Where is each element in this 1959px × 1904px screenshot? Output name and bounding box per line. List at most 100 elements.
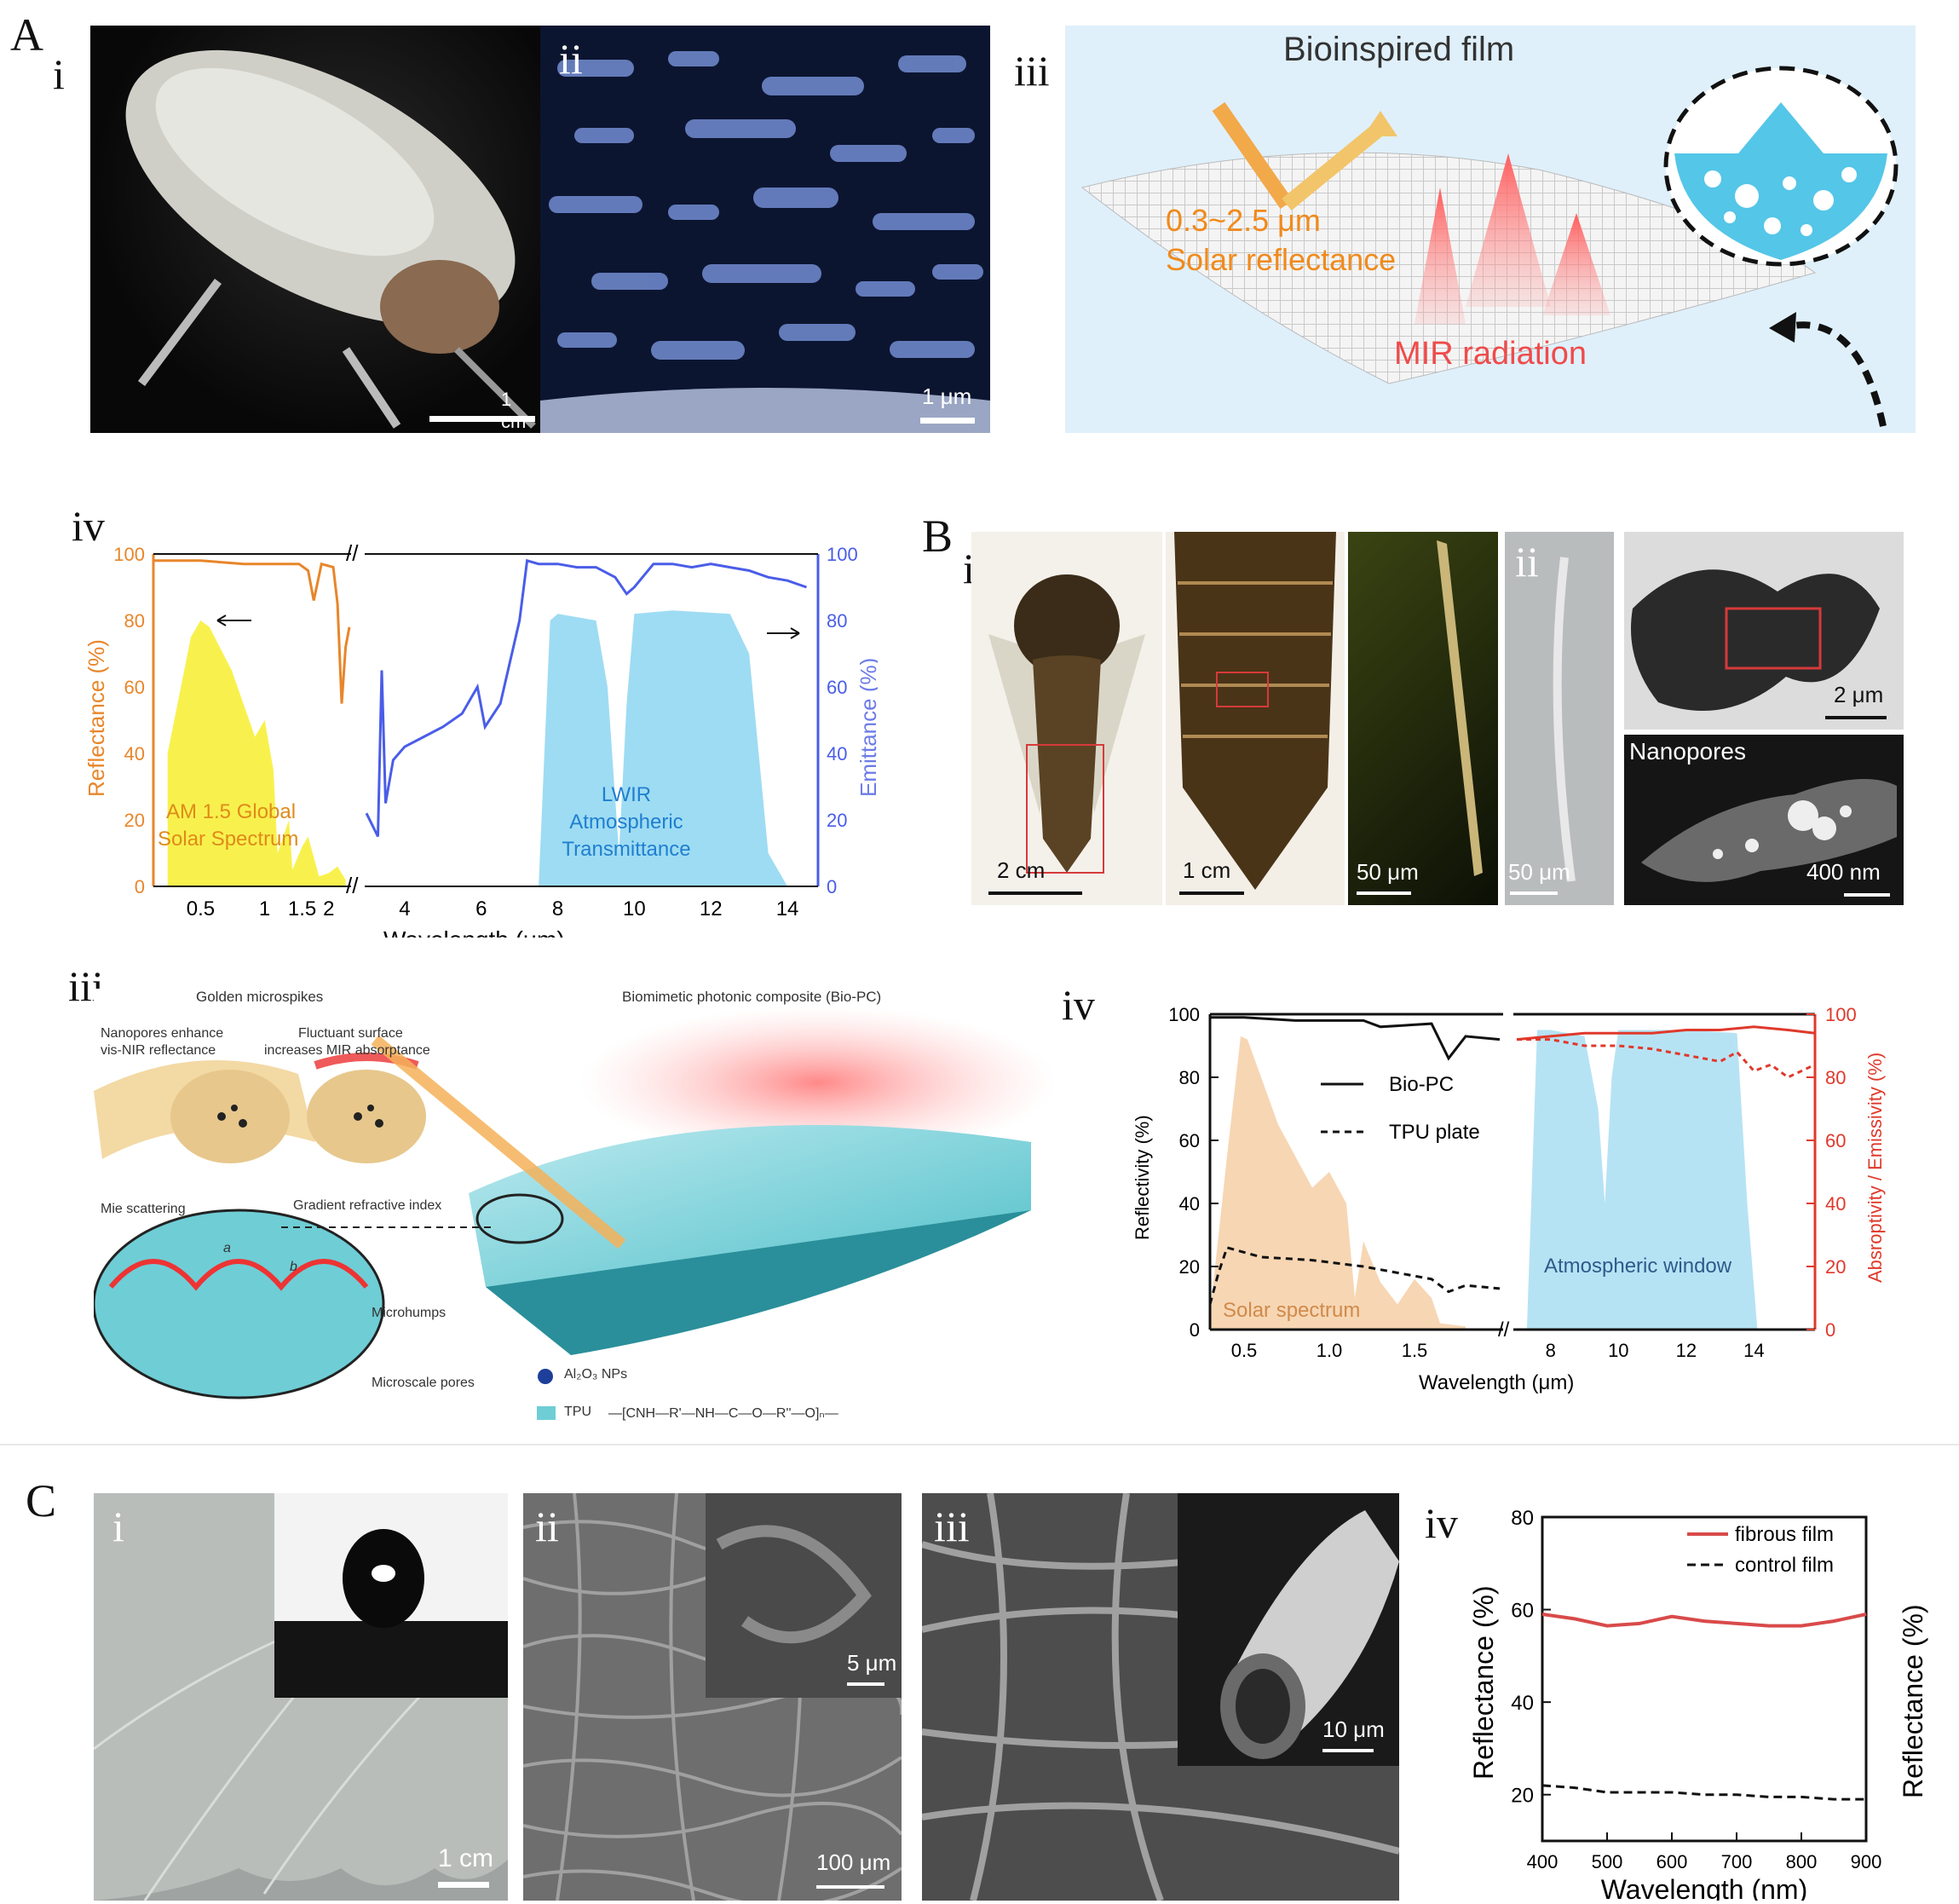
y-tick-label: 20 bbox=[1511, 1785, 1534, 1808]
scale-bar-label: 50 μm bbox=[1508, 859, 1570, 885]
x-tick-label: 8 bbox=[1546, 1340, 1556, 1361]
panel-label-c-iii: iii bbox=[934, 1503, 970, 1550]
microspike-photo: 50 μm bbox=[1348, 532, 1498, 905]
control-film-line bbox=[1541, 1784, 1866, 1801]
chart-a-iv: // // 0 20 40 60 80 100 0 20 40 60 80 100 0.5 1 1.5 2 4 6 8 1… bbox=[84, 540, 878, 938]
x-tick-label: 1.5 bbox=[1402, 1340, 1428, 1361]
scale-bar-label: 2 cm bbox=[997, 857, 1046, 883]
al2o3-label: Al₂O₃ NPs bbox=[564, 1367, 628, 1382]
y-tick-label: 80 bbox=[1511, 1507, 1534, 1530]
x-tick-label: 12 bbox=[1676, 1340, 1697, 1361]
y-tick-label-right: 80 bbox=[827, 610, 847, 632]
y-tick-label: 0 bbox=[1190, 1319, 1200, 1341]
film-illustration bbox=[1080, 66, 1899, 427]
arrow-left-indicator bbox=[216, 614, 251, 626]
nanopores-enhance-label: Nanopores enhance bbox=[101, 1026, 224, 1041]
microscale-pores-label: Microscale pores bbox=[372, 1376, 475, 1390]
arrow-right-indicator bbox=[767, 627, 800, 639]
x-tick-label: 10 bbox=[1608, 1340, 1628, 1361]
panel-label-a-iv: iv bbox=[72, 502, 105, 550]
y-tick-label-right: 40 bbox=[827, 743, 847, 764]
dimension-b: b bbox=[290, 1260, 297, 1274]
tpu-label: TPU bbox=[564, 1405, 591, 1419]
scale-bar-label: 1 cm bbox=[1183, 857, 1231, 883]
lwir-annotation: LWIR bbox=[602, 783, 651, 806]
y-tick-label: 80 bbox=[124, 610, 145, 632]
microhumps-label: Microhumps bbox=[372, 1306, 447, 1320]
panel-label-a-i: i bbox=[53, 50, 65, 98]
legend-label: fibrous film bbox=[1735, 1523, 1834, 1546]
scale-bar-label: 100 μm bbox=[816, 1849, 891, 1875]
nanopores-tem: Nanopores 400 nm bbox=[1624, 735, 1904, 905]
tem-cross-section: 2 μm bbox=[1624, 532, 1904, 730]
x-tick-label: 14 bbox=[776, 897, 799, 920]
solar-annotation: AM 1.5 Global bbox=[166, 800, 296, 823]
bioinspired-film-schematic: Bioinspired film 0.3~2.5 μm Solar reflec… bbox=[1065, 26, 1916, 433]
y-tick-label: 60 bbox=[1511, 1600, 1534, 1623]
y-axis-title: Reflectance (%) bbox=[1468, 1585, 1499, 1780]
solar-spectrum-area bbox=[167, 620, 346, 886]
y-tick-label-right: 20 bbox=[1825, 1256, 1846, 1278]
fluctuant-surface-label: Fluctuant surface bbox=[298, 1026, 403, 1041]
y-tick-label: 100 bbox=[1168, 1004, 1200, 1025]
panel-label-c-i: i bbox=[112, 1503, 124, 1550]
sem-image-a-ii: 1 μm ii bbox=[540, 26, 990, 433]
mir-absorptance-label: increases MIR absorptance bbox=[264, 1043, 430, 1058]
panel-label-c-iv: iv bbox=[1425, 1499, 1458, 1547]
panel-label-a-iii: iii bbox=[1014, 47, 1050, 95]
y-tick-label-right: 100 bbox=[827, 544, 858, 565]
y-tick-label: 40 bbox=[124, 743, 145, 764]
schematic-title: Bioinspired film bbox=[1283, 31, 1515, 68]
nanopores-illustration bbox=[1641, 779, 1897, 882]
y-axis-title-left: Reflectance (%) bbox=[84, 639, 109, 797]
x-tick-label: 14 bbox=[1743, 1340, 1764, 1361]
reflectance-line bbox=[153, 559, 351, 704]
scale-bar-label: 2 μm bbox=[1834, 682, 1884, 707]
atm-window-annotation: Atmospheric window bbox=[1544, 1255, 1732, 1278]
atmospheric-window-area bbox=[1526, 1030, 1758, 1330]
scale-bar-label: 10 μm bbox=[1322, 1716, 1385, 1742]
x-tick-label: 700 bbox=[1721, 1851, 1753, 1872]
solar-spectrum-area bbox=[1210, 1036, 1466, 1330]
y-tick-label: 0 bbox=[135, 876, 145, 897]
panel-label-a: A bbox=[10, 9, 43, 61]
y-tick-label: 20 bbox=[1179, 1256, 1200, 1278]
abdomen-illustration bbox=[1174, 532, 1336, 890]
leaf-photo: i 1 cm bbox=[94, 1493, 508, 1901]
y-tick-label-right: 20 bbox=[827, 810, 847, 831]
cicada-illustration bbox=[988, 574, 1145, 874]
mir-radiation-label: MIR radiation bbox=[1394, 336, 1587, 372]
cicada-abdomen-photo: 1 cm bbox=[1166, 532, 1345, 905]
x-tick-label: 0.5 bbox=[187, 897, 215, 920]
panel-label-c-ii: ii bbox=[535, 1503, 559, 1550]
wavelength-range: 0.3~2.5 μm bbox=[1166, 203, 1321, 238]
legend-label: TPU plate bbox=[1389, 1121, 1480, 1144]
axis-break-mark: // bbox=[346, 540, 359, 566]
bio-pc-title: Biomimetic photonic composite (Bio-PC) bbox=[622, 989, 882, 1005]
beetle-photo: 1 cm bbox=[90, 26, 540, 433]
solar-annotation: Solar spectrum bbox=[1223, 1299, 1360, 1322]
legend-label: Bio-PC bbox=[1389, 1073, 1454, 1096]
panel-label-a-ii: ii bbox=[559, 35, 583, 83]
y-axis-title-right: Absroptivity / Emissivity (%) bbox=[1864, 1053, 1886, 1283]
scale-bar-label: 50 μm bbox=[1357, 859, 1419, 885]
y-tick-label-right: 0 bbox=[827, 876, 837, 897]
plot-frame bbox=[1541, 1515, 1868, 1843]
y-tick-label: 20 bbox=[124, 810, 145, 831]
bio-pc-schematic: Golden microspikes Nanopores enhance vis… bbox=[94, 989, 1082, 1432]
panel-label-b-iv: iv bbox=[1062, 981, 1095, 1029]
golden-microspikes-label: Golden microspikes bbox=[196, 989, 324, 1005]
tpu-emissivity-line bbox=[1517, 1038, 1816, 1079]
fibers-texture bbox=[523, 1493, 902, 1901]
y-tick-label-right: 60 bbox=[1825, 1130, 1846, 1151]
scale-bar-label: 5 μm bbox=[847, 1650, 897, 1676]
panel-label-b-ii: ii bbox=[1515, 538, 1539, 586]
x-tick-label: 8 bbox=[552, 897, 563, 920]
sem-spike-illustration bbox=[1553, 557, 1576, 882]
x-axis-title: Wavelength (μm) bbox=[383, 926, 565, 938]
x-tick-label: 1.0 bbox=[1317, 1340, 1343, 1361]
sem-spike-photo: ii 50 μm bbox=[1505, 532, 1614, 905]
panel-label-b: B bbox=[922, 511, 954, 562]
lwir-annotation: Transmittance bbox=[562, 838, 690, 861]
y-tick-label-right: 100 bbox=[1825, 1004, 1857, 1025]
